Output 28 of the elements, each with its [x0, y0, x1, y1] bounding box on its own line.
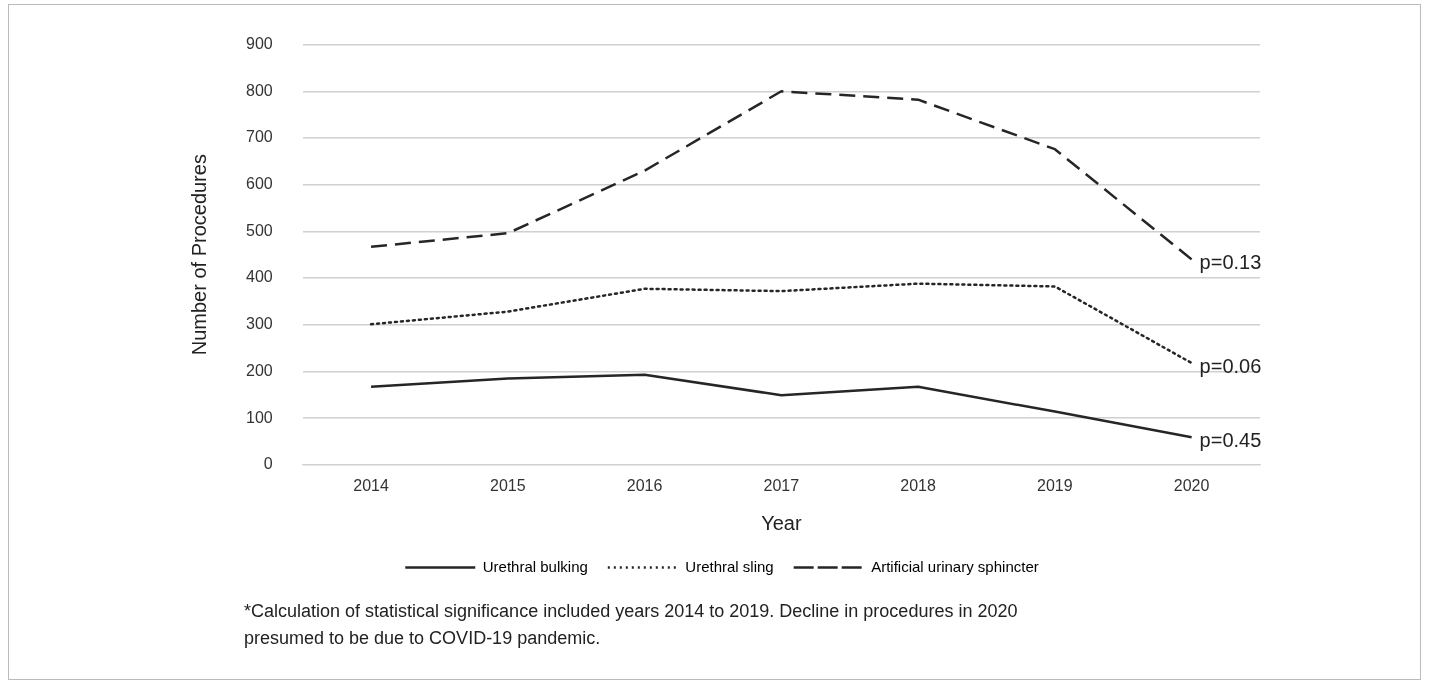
y-tick-label: 500 [245, 221, 273, 239]
y-axis-title: Number of Procedures [187, 154, 210, 356]
x-tick-label: 2017 [763, 476, 800, 494]
x-tick-label: 2016 [626, 476, 663, 494]
y-tick-label: 800 [245, 81, 273, 99]
y-tick-label: 900 [245, 35, 273, 53]
line-series [369, 282, 1193, 365]
annotation: p=0.06 [1199, 354, 1262, 377]
y-tick-label: 300 [245, 315, 273, 333]
text: *Calculation of statistical significance included years 2014 to 2019. Decline in procedures in 2020 presumed to be due to COVID-19 pandemic. [244, 600, 1019, 650]
legend-label: Artificial urinary sphincter [871, 557, 1039, 575]
y-tick-label: 0 [263, 455, 273, 473]
annotation: p=0.13 [1199, 250, 1262, 273]
y-tick-label: 400 [245, 268, 273, 286]
x-tick-label: 2019 [1037, 476, 1073, 494]
x-axis-title: Year [761, 511, 802, 534]
y-tick-label: 100 [245, 408, 273, 426]
x-tick-label: 2015 [490, 476, 526, 494]
annotation: p=0.45 [1199, 428, 1262, 451]
y-tick-label: 200 [245, 361, 273, 379]
line-series [369, 90, 1193, 261]
x-tick-label: 2014 [353, 476, 389, 494]
legend-label: Urethral bulking [482, 557, 588, 575]
legend-label: Urethral sling [685, 557, 774, 575]
y-tick-label: 600 [245, 175, 273, 193]
x-tick-label: 2018 [900, 476, 936, 494]
y-tick-label: 700 [245, 128, 273, 146]
x-tick-label: 2020 [1173, 476, 1210, 494]
